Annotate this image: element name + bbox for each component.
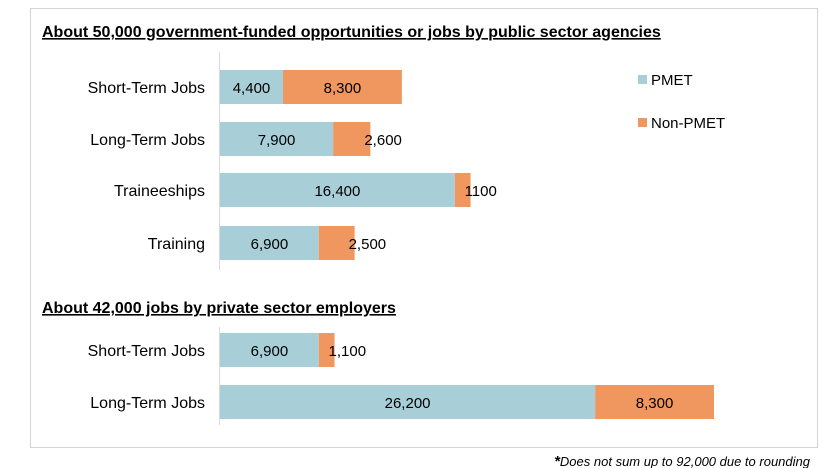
category-label-public-short-term-jobs-0: Short-Term Jobs (88, 80, 205, 97)
category-label-public-long-term-jobs-1: Long-Term Jobs (90, 132, 205, 149)
data-label-pmet-private-short-term-jobs-0: 6,900 (251, 343, 289, 360)
bar-non-pmet-public-traineeships-2 (454, 173, 471, 207)
legend-label-non-pmet: Non-PMET (651, 115, 725, 132)
data-label-pmet-private-long-term-jobs-1: 26,200 (385, 395, 431, 412)
bar-pmet-private-long-term-jobs-1 (220, 385, 596, 419)
bar-non-pmet-public-short-term-jobs-0 (283, 70, 402, 104)
bar-non-pmet-private-short-term-jobs-0 (318, 333, 335, 367)
footnote: *Does not sum up to 92,000 due to roundi… (554, 453, 811, 468)
data-label-pmet-public-traineeships-2: 16,400 (314, 183, 360, 200)
bar-pmet-public-traineeships-2 (220, 173, 455, 207)
category-label-public-traineeships-2: Traineeships (114, 183, 205, 200)
data-label-non-pmet-private-long-term-jobs-1: 8,300 (636, 395, 674, 412)
bar-pmet-private-short-term-jobs-0 (220, 333, 319, 367)
data-label-pmet-public-short-term-jobs-0: 4,400 (233, 80, 271, 97)
category-label-private-short-term-jobs-0: Short-Term Jobs (88, 343, 205, 360)
bar-non-pmet-public-long-term-jobs-1 (333, 122, 371, 156)
legend-swatch-pmet (638, 75, 647, 84)
bar-non-pmet-public-training-3 (318, 226, 355, 260)
chart-frame (30, 8, 818, 448)
data-label-pmet-public-training-3: 6,900 (251, 236, 289, 253)
bar-pmet-public-training-3 (220, 226, 319, 260)
category-label-public-training-3: Training (148, 236, 205, 253)
footnote-mark: * (554, 453, 561, 468)
legend-label-pmet: PMET (651, 72, 693, 89)
legend-swatch-non-pmet (638, 118, 647, 127)
bar-pmet-public-long-term-jobs-1 (220, 122, 334, 156)
category-label-private-long-term-jobs-1: Long-Term Jobs (90, 395, 205, 412)
data-label-non-pmet-private-short-term-jobs-0: 1,100 (329, 343, 367, 360)
section-title-private: About 42,000 jobs by private sector empl… (42, 300, 396, 317)
bar-pmet-public-short-term-jobs-0 (220, 70, 284, 104)
data-label-non-pmet-public-short-term-jobs-0: 8,300 (324, 80, 362, 97)
bar-non-pmet-private-long-term-jobs-1 (595, 385, 714, 419)
data-label-non-pmet-public-long-term-jobs-1: 2,600 (364, 132, 402, 149)
data-label-non-pmet-public-traineeships-2: 1100 (465, 183, 497, 200)
footnote-text: Does not sum up to 92,000 due to roundin… (560, 454, 811, 468)
data-label-non-pmet-public-training-3: 2,500 (349, 236, 387, 253)
data-label-pmet-public-long-term-jobs-1: 7,900 (258, 132, 296, 149)
section-title-public: About 50,000 government-funded opportuni… (42, 24, 661, 41)
